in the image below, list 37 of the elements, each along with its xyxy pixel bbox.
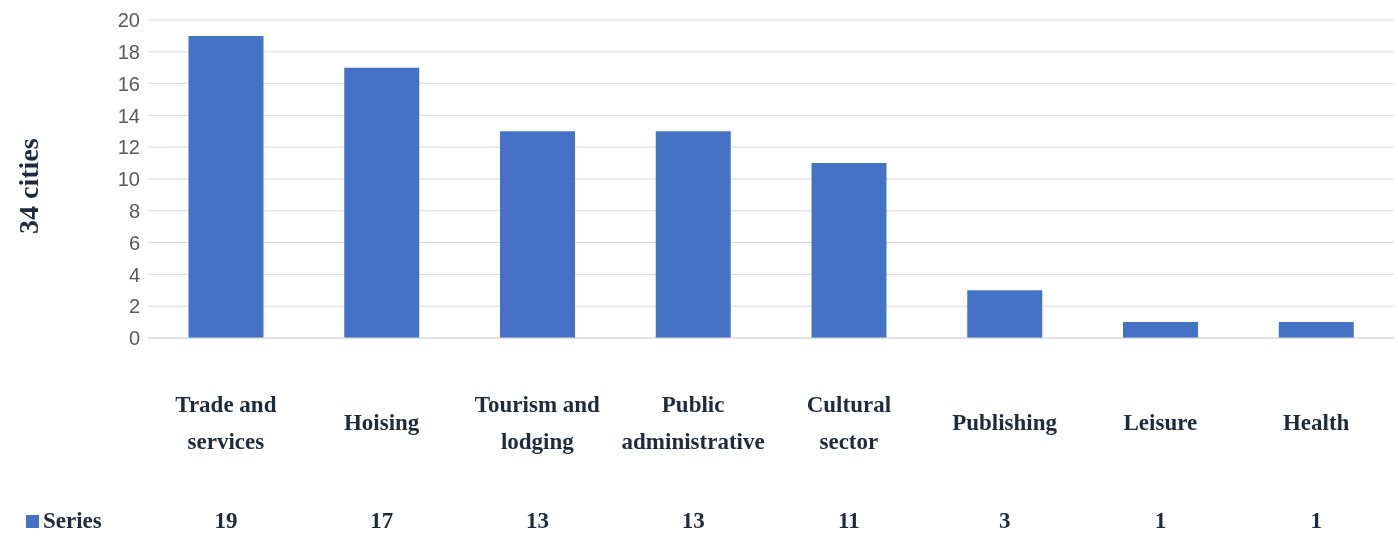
y-tick-label: 14: [117, 104, 140, 127]
y-tick-label: 16: [117, 72, 140, 95]
x-tick-label: Public administrative: [621, 392, 765, 454]
y-axis-title: 34 cities: [12, 138, 44, 234]
bar: [1278, 322, 1354, 338]
data-label: 17: [369, 508, 395, 534]
bar: [500, 131, 575, 338]
y-tick-label: 6: [128, 231, 140, 254]
y-tick-label: 10: [117, 168, 140, 191]
y-tick-label: 2: [128, 295, 140, 318]
data-label: 13: [680, 508, 706, 534]
x-tick-label: Tourism and lodging: [474, 392, 601, 454]
x-tick-label: Health: [1282, 410, 1350, 435]
data-label: 1: [1309, 508, 1323, 534]
data-label: 13: [524, 508, 550, 534]
bar: [344, 67, 420, 338]
data-label: 3: [997, 508, 1012, 534]
y-tick-label: 0: [128, 327, 140, 350]
y-tick-label: 12: [117, 136, 140, 159]
bar: [1122, 322, 1198, 338]
x-tick-label: Cultural sector: [806, 392, 892, 454]
x-tick-label: Publishing: [952, 410, 1058, 435]
x-tick-label: Hoising: [343, 410, 420, 435]
data-label: 11: [837, 508, 861, 534]
bar: [655, 131, 731, 338]
x-tick-label: Leisure: [1123, 410, 1198, 435]
y-tick-label: 8: [128, 199, 140, 222]
bar: [967, 290, 1043, 338]
bar: [188, 35, 264, 338]
y-tick-label: 20: [117, 9, 140, 32]
data-label: 19: [213, 508, 239, 534]
data-label: 1: [1153, 508, 1168, 534]
bar: [811, 163, 887, 338]
y-tick-label: 4: [128, 263, 140, 286]
x-tick-label: Trade and services: [175, 392, 277, 454]
legend-label: Series: [43, 508, 102, 534]
y-tick-label: 18: [117, 40, 140, 63]
